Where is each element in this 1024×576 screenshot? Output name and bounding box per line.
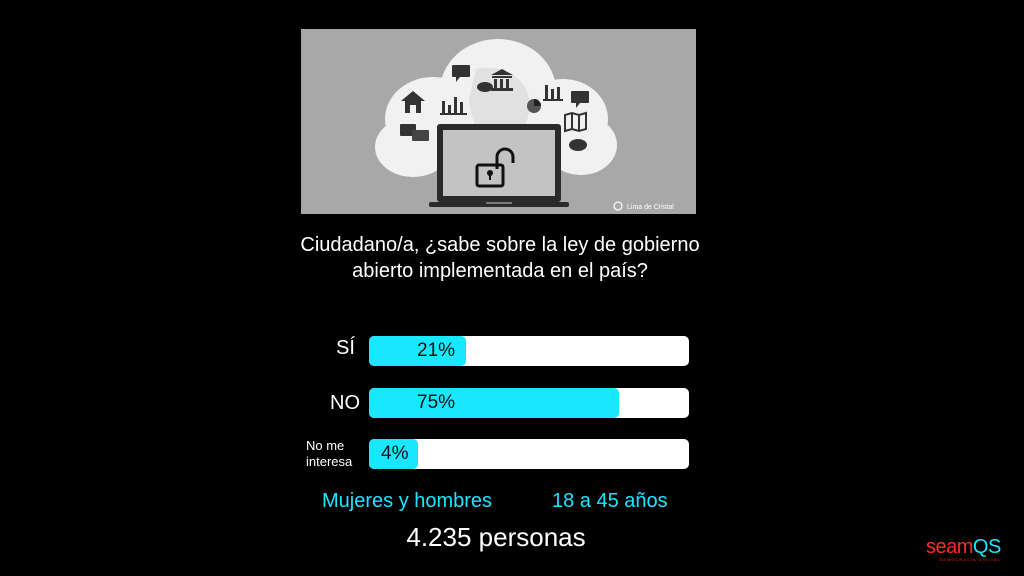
home-icon [401, 91, 425, 113]
download-cloud-icon [477, 82, 587, 151]
brand-name-accent: QS [972, 536, 1001, 558]
option-label-not-interested: No me interesa [306, 438, 353, 469]
respondent-total: 4.235 personas [406, 522, 586, 552]
option-value-yes: 21% [417, 340, 456, 361]
option-fill-yes [369, 336, 466, 366]
chat-icon [400, 65, 589, 141]
demographic-age: 18 a 45 años [552, 490, 668, 512]
building-icon [491, 69, 513, 91]
option-value-not-interested: 4% [381, 443, 409, 464]
demographic-gender: Mujeres y hombres [322, 490, 493, 512]
brand-logo: seamQS DEMOCRACIA DIGITAL [926, 536, 1001, 562]
option-bar-no: 75% [369, 388, 689, 418]
option-bar-yes: 21% [369, 336, 689, 366]
map-icon [564, 111, 587, 133]
hero-image: Lima de Cristal [301, 29, 696, 214]
option-value-no: 75% [417, 392, 456, 413]
option-bar-not-interested: 4% [369, 439, 689, 469]
hero-watermark: Lima de Cristal [627, 204, 674, 211]
option-fill-not-interested [369, 439, 418, 469]
brand-tagline: DEMOCRACIA DIGITAL [939, 557, 1001, 562]
laptop-icon [429, 124, 569, 207]
option-label-no: NO [330, 392, 360, 414]
option-fill-no [369, 388, 619, 418]
unlocked-padlock-icon [475, 147, 515, 188]
option-label-yes: SÍ [336, 337, 355, 359]
brand-name: seam [926, 536, 973, 558]
pie-chart-icon [527, 99, 541, 113]
bar-chart-icon [440, 97, 467, 115]
survey-question: Ciudadano/a, ¿sabe sobre la ley de gobie… [300, 234, 700, 282]
watermark-icon [613, 201, 623, 211]
